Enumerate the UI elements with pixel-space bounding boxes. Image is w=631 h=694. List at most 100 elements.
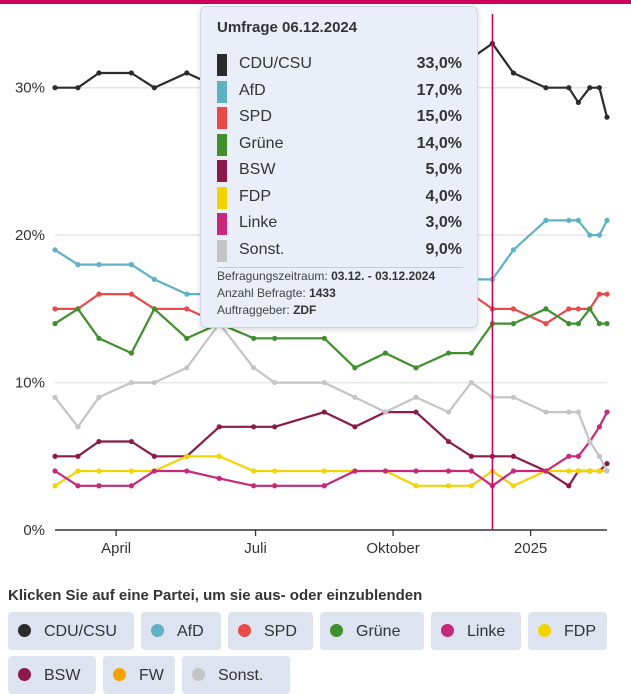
tooltip-row-linke: Linke 3,0% [217, 211, 462, 235]
data-point-afd [596, 232, 602, 238]
data-point-linke [352, 468, 358, 474]
legend-toggle-spd[interactable]: SPD [228, 612, 313, 650]
tooltip-party-value: 3,0% [425, 214, 462, 231]
data-point-spd [566, 306, 572, 312]
data-point-fdp [128, 468, 135, 474]
data-point-gruene [445, 350, 452, 356]
legend-dot-icon [151, 624, 164, 637]
data-point-gruene [575, 321, 581, 327]
data-point-fdp [596, 468, 602, 474]
legend-dot-icon [238, 624, 251, 637]
tooltip-party-value: 9,0% [425, 240, 462, 258]
y-tick-label: 20% [15, 227, 45, 244]
data-point-afd [543, 217, 549, 223]
legend-label: Sonst. [218, 667, 264, 684]
legend-toggle-linke[interactable]: Linke [431, 612, 521, 650]
tooltip-swatch [217, 186, 227, 209]
data-point-cdu-csu [75, 85, 81, 91]
legend-toggle-bsw[interactable]: BSW [8, 656, 96, 694]
data-point-linke [382, 468, 389, 474]
data-point-bsw [216, 424, 222, 430]
tooltip-party-name: Grüne [239, 134, 284, 152]
tooltip-party-value: 33,0% [416, 55, 462, 72]
data-point-gruene [321, 335, 327, 341]
legend-label: BSW [44, 667, 81, 684]
legend-toggle-gruene[interactable]: Grüne [320, 612, 424, 650]
data-point-sonst [382, 409, 389, 415]
data-point-cdu-csu [566, 85, 572, 91]
data-point-cdu-csu [596, 85, 602, 91]
data-point-spd [52, 306, 58, 312]
data-point-gruene [128, 350, 135, 356]
tooltip-party-name: AfD [239, 81, 266, 99]
data-point-cdu-csu [543, 85, 549, 91]
data-point-fdp [587, 468, 593, 474]
legend-toggle-cdu-csu[interactable]: CDU/CSU [8, 612, 134, 650]
data-point-bsw [445, 438, 452, 445]
tooltip-swatch [217, 80, 227, 103]
data-point-linke [510, 468, 517, 474]
data-point-sonst [251, 365, 257, 371]
legend-toggle-afd[interactable]: AfD [141, 612, 221, 650]
y-tick-label: 0% [23, 522, 45, 539]
data-point-sonst [596, 453, 602, 459]
data-point-afd [566, 217, 572, 223]
data-point-linke [272, 483, 278, 489]
legend-dot-icon [113, 668, 126, 681]
data-point-sonst [352, 394, 358, 400]
tooltip-meta-label: Anzahl Befragte: [217, 286, 310, 300]
x-tick-label: Juli [244, 540, 267, 557]
legend-toggle-fdp[interactable]: FDP [528, 612, 607, 650]
data-point-gruene [184, 335, 190, 341]
data-point-fdp [272, 468, 278, 474]
series-gruene [52, 306, 610, 371]
data-point-gruene [352, 365, 358, 371]
tooltip-party-value: 5,0% [425, 161, 462, 178]
legend-toggle-fw[interactable]: FW [103, 656, 175, 694]
tooltip-swatch [217, 107, 227, 129]
data-point-linke [468, 468, 474, 474]
legend-toggle-sonst[interactable]: Sonst. [182, 656, 290, 694]
data-point-cdu-csu [510, 70, 517, 76]
legend-label: SPD [264, 623, 297, 640]
tooltip-party-name: SPD [239, 108, 272, 125]
tooltip-row-afd: AfD 17,0% [217, 79, 462, 103]
data-point-linke [75, 483, 81, 489]
tooltip-row-fdp: FDP 4,0% [217, 185, 462, 209]
data-point-afd [587, 232, 593, 238]
data-point-sonst [510, 394, 517, 400]
tooltip-row-cdu-csu: CDU/CSU 33,0% [217, 52, 462, 76]
data-point-linke [151, 468, 157, 474]
data-point-spd [128, 291, 135, 297]
data-point-afd [604, 217, 610, 223]
y-axis-labels: 0% 10% 20% 30% [15, 80, 45, 539]
data-point-cdu-csu [587, 85, 593, 91]
data-point-linke [575, 453, 581, 459]
data-point-sonst [468, 379, 474, 386]
tooltip-meta-value: ZDF [293, 303, 317, 317]
legend-label: AfD [177, 623, 204, 640]
data-point-fdp [445, 483, 452, 489]
data-point-gruene [543, 306, 549, 312]
data-point-cdu-csu [184, 70, 190, 76]
series-linke [52, 409, 610, 489]
x-tick-label: Oktober [366, 540, 419, 557]
data-point-gruene [75, 306, 81, 312]
tooltip-row-gruene: Grüne 14,0% [217, 132, 462, 156]
legend-label: Linke [467, 623, 506, 640]
data-point-afd [151, 276, 157, 282]
tooltip-row-sonst: Sonst. 9,0% [217, 238, 462, 262]
tooltip-title: Umfrage 06.12.2024 [217, 19, 358, 36]
legend-label: FW [139, 667, 164, 684]
tooltip-swatch [217, 239, 227, 262]
data-point-linke [52, 468, 58, 474]
tooltip-meta-line: Befragungszeitraum: 03.12. - 03.12.2024 [217, 269, 435, 283]
data-point-spd [184, 306, 190, 312]
y-tick-label: 30% [15, 80, 45, 97]
data-point-sonst [445, 409, 452, 415]
data-point-linke [604, 409, 610, 415]
tooltip-swatch [217, 160, 227, 182]
tooltip-divider [217, 267, 463, 268]
legend-dot-icon [18, 668, 31, 681]
y-tick-label: 10% [15, 375, 45, 392]
